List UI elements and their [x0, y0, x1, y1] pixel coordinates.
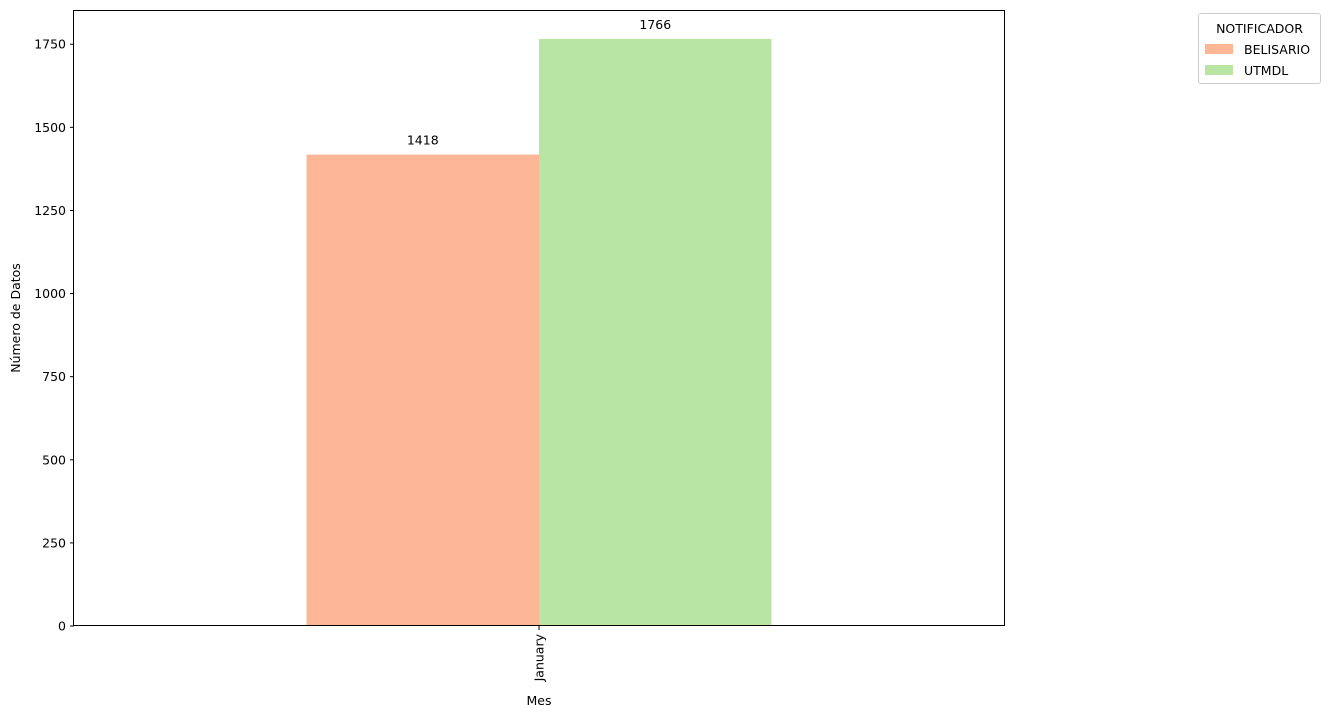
- y-tick-label: 1500: [34, 120, 66, 135]
- legend-title: NOTIFICADOR: [1216, 21, 1303, 36]
- bar-value-label-belisario: 1418: [407, 133, 439, 148]
- y-tick-label: 500: [42, 452, 66, 467]
- legend-item-utmdl: UTMDL: [1205, 62, 1288, 78]
- legend-item-belisario: BELISARIO: [1205, 41, 1310, 57]
- x-axis-ticks: January: [532, 626, 547, 682]
- y-axis-ticks: 0 250 500 750 1000 1250 1500 1750: [34, 37, 74, 634]
- y-tick-label: 250: [42, 535, 66, 550]
- legend: NOTIFICADOR BELISARIO UTMDL: [1198, 13, 1321, 84]
- bars: [306, 38, 772, 626]
- x-axis-label: Mes: [527, 693, 552, 708]
- x-tick-label: January: [532, 633, 547, 682]
- bar-value-labels: 1418 1766: [407, 17, 671, 148]
- y-tick-label: 1750: [34, 37, 66, 52]
- bar-utmdl: [539, 38, 772, 626]
- y-axis-label: Número de Datos: [8, 263, 23, 373]
- y-tick-label: 0: [58, 619, 66, 634]
- legend-label-utmdl: UTMDL: [1244, 62, 1289, 78]
- legend-swatch-belisario: [1205, 44, 1233, 54]
- plot-frame: [73, 10, 1005, 626]
- legend-label-belisario: BELISARIO: [1244, 41, 1311, 57]
- bar-value-label-utmdl: 1766: [639, 17, 671, 32]
- legend-swatch-utmdl: [1205, 65, 1233, 75]
- y-tick-label: 1000: [34, 286, 66, 301]
- bar-belisario: [306, 154, 539, 626]
- y-tick-label: 1250: [34, 203, 66, 218]
- y-tick-label: 750: [42, 369, 66, 384]
